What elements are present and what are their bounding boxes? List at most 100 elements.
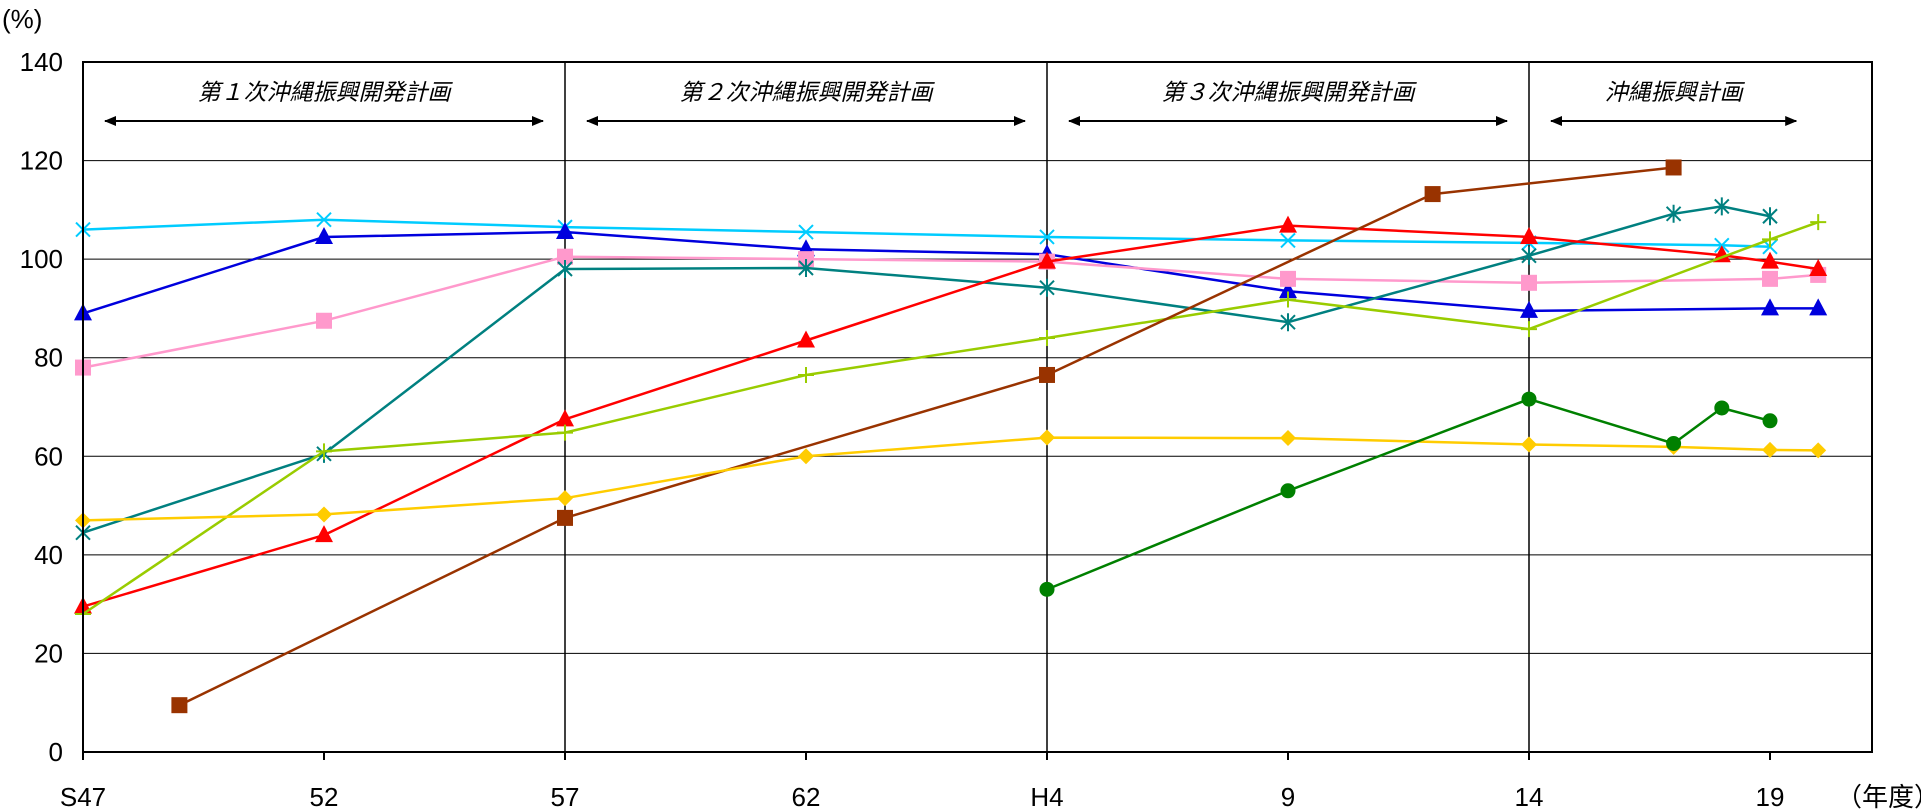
data-point: [1521, 436, 1537, 453]
data-point: [316, 506, 332, 523]
data-point: [797, 330, 815, 348]
data-point: [315, 226, 333, 244]
phase-label: 第３次沖縄振興開発計画: [1162, 80, 1418, 106]
y-tick-label: 0: [49, 737, 63, 767]
series-line: [178, 166, 1674, 707]
data-point: [1665, 204, 1682, 223]
data-point: [316, 212, 332, 228]
y-tick-label: 80: [34, 343, 63, 373]
x-axis-unit-label: （年度）: [1836, 782, 1921, 812]
data-point: [556, 222, 574, 240]
x-tick-label: S47: [60, 782, 106, 812]
data-point: [1809, 259, 1828, 276]
data-point: [1810, 442, 1827, 459]
data-point: [1714, 400, 1730, 416]
series-8: [75, 429, 1827, 529]
phase-annotations: 第１次沖縄振興開発計画 第２次沖縄振興開発計画 第３次沖縄振興開発計画 沖縄振興計画: [104, 80, 1798, 126]
series-7: [171, 159, 1682, 714]
y-tick-label: 60: [34, 441, 63, 471]
data-point: [1521, 321, 1537, 338]
series-line: [82, 255, 1819, 369]
data-point: [1424, 186, 1441, 203]
data-point: [1520, 226, 1538, 244]
data-point: [1809, 298, 1828, 316]
data-point: [1665, 159, 1682, 176]
data-point: [1521, 246, 1537, 265]
data-point: [1280, 313, 1296, 332]
y-axis-unit-label: (%): [2, 4, 42, 34]
data-point: [798, 366, 814, 383]
data-point: [1810, 214, 1827, 231]
data-point: [1039, 278, 1055, 297]
data-point: [1280, 232, 1296, 249]
data-point: [171, 697, 188, 714]
data-point: [1280, 291, 1296, 308]
phase-label: 第１次沖縄振興開発計画: [198, 80, 454, 106]
data-point: [1520, 300, 1538, 318]
series-line: [82, 205, 1771, 534]
series-line: [82, 436, 1819, 522]
data-point: [1762, 270, 1778, 287]
data-point: [1039, 429, 1055, 446]
y-tick-label: 140: [20, 47, 63, 77]
data-point: [1280, 483, 1296, 499]
data-point: [1039, 330, 1055, 346]
data-point: [1666, 435, 1682, 451]
axes: 0 20 40 60 80 100 120 140 S47 52 57 62 H4 9 14 19: [20, 47, 1873, 812]
phase-label: 沖縄振興計画: [1605, 80, 1746, 106]
data-point: [1039, 581, 1055, 597]
x-tick-label: 52: [310, 782, 339, 812]
phase-label: 第２次沖縄振興開発計画: [680, 80, 936, 106]
series-line: [1046, 397, 1771, 591]
data-point: [557, 424, 573, 441]
x-tick-label: 14: [1515, 782, 1544, 812]
series-6: [75, 214, 1827, 622]
series-5: [74, 215, 1828, 614]
data-point: [1039, 366, 1055, 383]
data-point: [1762, 413, 1778, 429]
data-point: [798, 448, 814, 465]
data-point: [557, 490, 573, 507]
data-point: [557, 248, 573, 265]
data-point: [1279, 215, 1297, 233]
y-tick-label: 20: [34, 638, 63, 668]
data-point: [1039, 229, 1055, 245]
data-point: [1762, 207, 1778, 226]
data-point: [1521, 391, 1537, 407]
data-point: [315, 525, 333, 543]
data-point: [557, 260, 573, 278]
data-point: [1521, 274, 1537, 291]
data-point: [316, 312, 332, 329]
x-tick-label: 9: [1281, 782, 1295, 812]
series-3: [75, 248, 1827, 376]
data-point: [1280, 430, 1296, 447]
data-point: [1279, 281, 1297, 299]
x-tick-label: H4: [1030, 782, 1063, 812]
data-point: [1761, 251, 1779, 269]
data-point: [557, 509, 573, 526]
series-layer: [74, 159, 1828, 714]
series-2: [74, 222, 1828, 321]
data-point: [798, 259, 814, 278]
data-point: [1280, 270, 1296, 287]
x-tick-label: 62: [792, 782, 821, 812]
series-1: [75, 212, 1778, 255]
data-point: [1761, 298, 1779, 316]
data-point: [1714, 197, 1730, 216]
series-9: [1039, 391, 1778, 597]
series-line: [82, 224, 1819, 608]
y-tick-label: 120: [20, 146, 63, 176]
data-point: [798, 224, 814, 240]
y-tick-label: 40: [34, 540, 63, 570]
series-line: [82, 218, 1771, 249]
x-tick-label: 57: [551, 782, 580, 812]
series-4: [75, 197, 1778, 542]
y-tick-label: 100: [20, 244, 63, 274]
data-point: [316, 443, 332, 460]
data-point: [556, 409, 574, 427]
data-point: [1762, 441, 1778, 458]
data-point: [1762, 231, 1778, 248]
x-tick-label: 19: [1756, 782, 1785, 812]
